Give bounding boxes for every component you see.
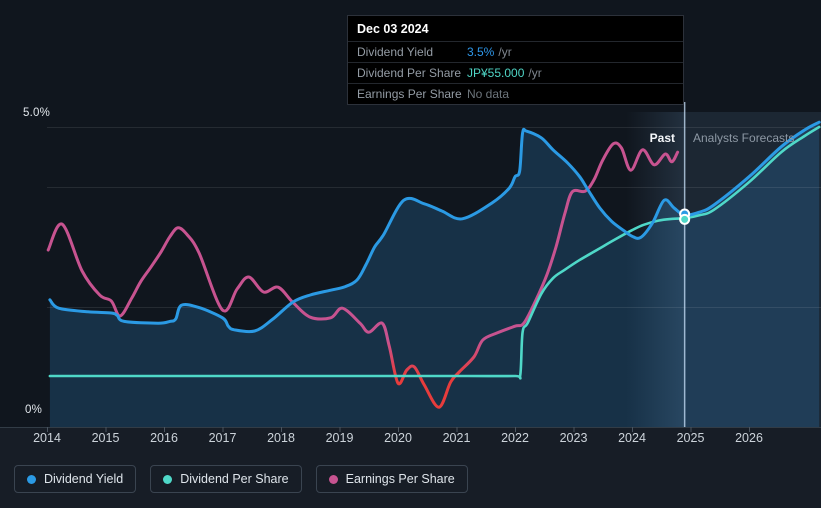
tooltip-row-value: JP¥55.000 xyxy=(467,66,525,80)
tooltip-row-label: Dividend Per Share xyxy=(357,66,462,80)
tooltip-row-unit: /yr xyxy=(498,45,512,59)
analysts-forecasts-zone-label: Analysts Forecasts xyxy=(693,131,795,145)
x-axis-year-label: 2026 xyxy=(735,431,763,445)
x-axis-year-label: 2022 xyxy=(501,431,529,445)
tooltip-row-value: 3.5% xyxy=(467,45,495,59)
tooltip-rows: Dividend Yield 3.5%/yr Dividend Per Share J… xyxy=(348,41,683,104)
tooltip-row: Dividend Per Share JP¥55.000/yr xyxy=(348,62,683,83)
x-axis-year-label: 2015 xyxy=(91,431,120,445)
x-axis-year-label: 2018 xyxy=(267,431,295,445)
x-axis-year-label: 2014 xyxy=(33,431,61,445)
tooltip-row-label: Earnings Per Share xyxy=(357,87,462,101)
tooltip-row-value: No data xyxy=(467,87,510,101)
tooltip-date: Dec 03 2024 xyxy=(357,22,429,36)
hover-marker-dps xyxy=(679,213,691,225)
x-axis-year-label: 2016 xyxy=(150,431,178,445)
tooltip-row: Dividend Yield 3.5%/yr xyxy=(348,41,683,62)
legend-toggle-dividend-per-share[interactable]: Dividend Per Share xyxy=(150,465,302,493)
x-axis-year-label: 2023 xyxy=(559,431,588,445)
legend-label: Earnings Per Share xyxy=(345,472,455,486)
legend-dot-icon xyxy=(328,474,338,484)
hover-tooltip: Dec 03 2024 Dividend Yield 3.5%/yr Dividen… xyxy=(347,15,684,105)
y-axis-label-top: 5.0% xyxy=(23,107,51,119)
tooltip-row: Earnings Per Share No data xyxy=(348,83,683,104)
earnings-per-share-line xyxy=(46,141,680,409)
legend-dot-icon xyxy=(163,474,173,484)
x-axis-year-label: 2017 xyxy=(208,431,237,445)
y-axis-label-bottom: 0% xyxy=(25,404,43,416)
chart-legend: Dividend Yield Dividend Per Share Earnings… xyxy=(14,465,468,493)
tooltip-row-label: Dividend Yield xyxy=(357,45,434,59)
x-axis-year-label: 2021 xyxy=(442,431,471,445)
legend-label: Dividend Yield xyxy=(44,472,124,486)
tooltip-row-unit: /yr xyxy=(528,66,542,80)
x-axis-year-label: 2020 xyxy=(384,431,412,445)
hover-highlight-band xyxy=(626,112,685,427)
x-axis-year-label: 2024 xyxy=(618,431,646,445)
dividend-yield-line xyxy=(48,120,821,334)
legend-dot-icon xyxy=(27,474,36,484)
legend-toggle-earnings-per-share[interactable]: Earnings Per Share xyxy=(315,465,468,493)
x-axis-year-label: 2025 xyxy=(676,431,705,445)
past-zone-label: Past xyxy=(649,131,675,145)
dividend-per-share-line xyxy=(48,125,821,380)
forecast-region xyxy=(684,112,821,427)
legend-label: Dividend Per Share xyxy=(180,472,289,486)
legend-toggle-dividend-yield[interactable]: Dividend Yield xyxy=(14,465,137,493)
x-axis-year-label: 2019 xyxy=(325,431,354,445)
